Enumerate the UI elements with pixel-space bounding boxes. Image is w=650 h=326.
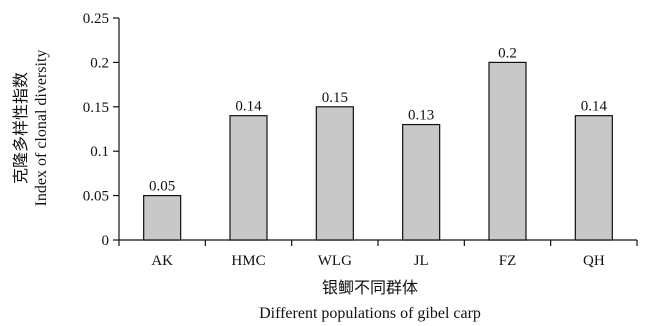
bar-hmc [229, 115, 268, 241]
bar-wlg [315, 106, 354, 241]
x-tick-label-wlg: WLG [318, 253, 352, 269]
y-axis-title-en: Index of clonal diversity [33, 50, 50, 207]
y-axis: 0 0.05 0.1 0.15 0.2 0.25 [83, 11, 120, 249]
y-tick-label: 0.15 [83, 100, 109, 116]
y-tick-label: 0.2 [90, 55, 109, 71]
x-axis: AK HMC WLG JL FZ QH [118, 239, 638, 269]
x-tick-label-jl: JL [414, 253, 429, 269]
data-label-wlg: 0.15 [322, 90, 348, 106]
bar-fz [488, 61, 527, 241]
x-tick-label-ak: AK [151, 253, 173, 269]
data-label-ak: 0.05 [149, 179, 175, 195]
bar-ak [143, 195, 182, 241]
x-tick-label-hmc: HMC [231, 253, 265, 269]
x-tick-label-fz: FZ [499, 253, 517, 269]
y-tick-label: 0.1 [90, 144, 109, 160]
y-tick-label: 0.25 [83, 11, 109, 27]
data-label-hmc: 0.14 [235, 99, 262, 115]
data-label-fz: 0.2 [498, 45, 517, 61]
bar-jl [402, 123, 441, 241]
data-label-qh: 0.14 [581, 99, 608, 115]
x-axis-title-en: Different populations of gibel carp [259, 305, 481, 322]
data-label-jl: 0.13 [408, 108, 434, 124]
x-axis-title-cn: 银鲫不同群体 [322, 278, 418, 297]
bar-qh [574, 115, 613, 241]
bars: 0.05 0.14 0.15 0.13 0.2 0.14 [143, 45, 613, 241]
y-tick-label: 0.05 [83, 189, 109, 205]
x-tick-label-qh: QH [583, 253, 605, 269]
y-tick-label: 0 [102, 233, 110, 249]
y-axis-title-cn: 克隆多样性指数 [11, 72, 30, 184]
